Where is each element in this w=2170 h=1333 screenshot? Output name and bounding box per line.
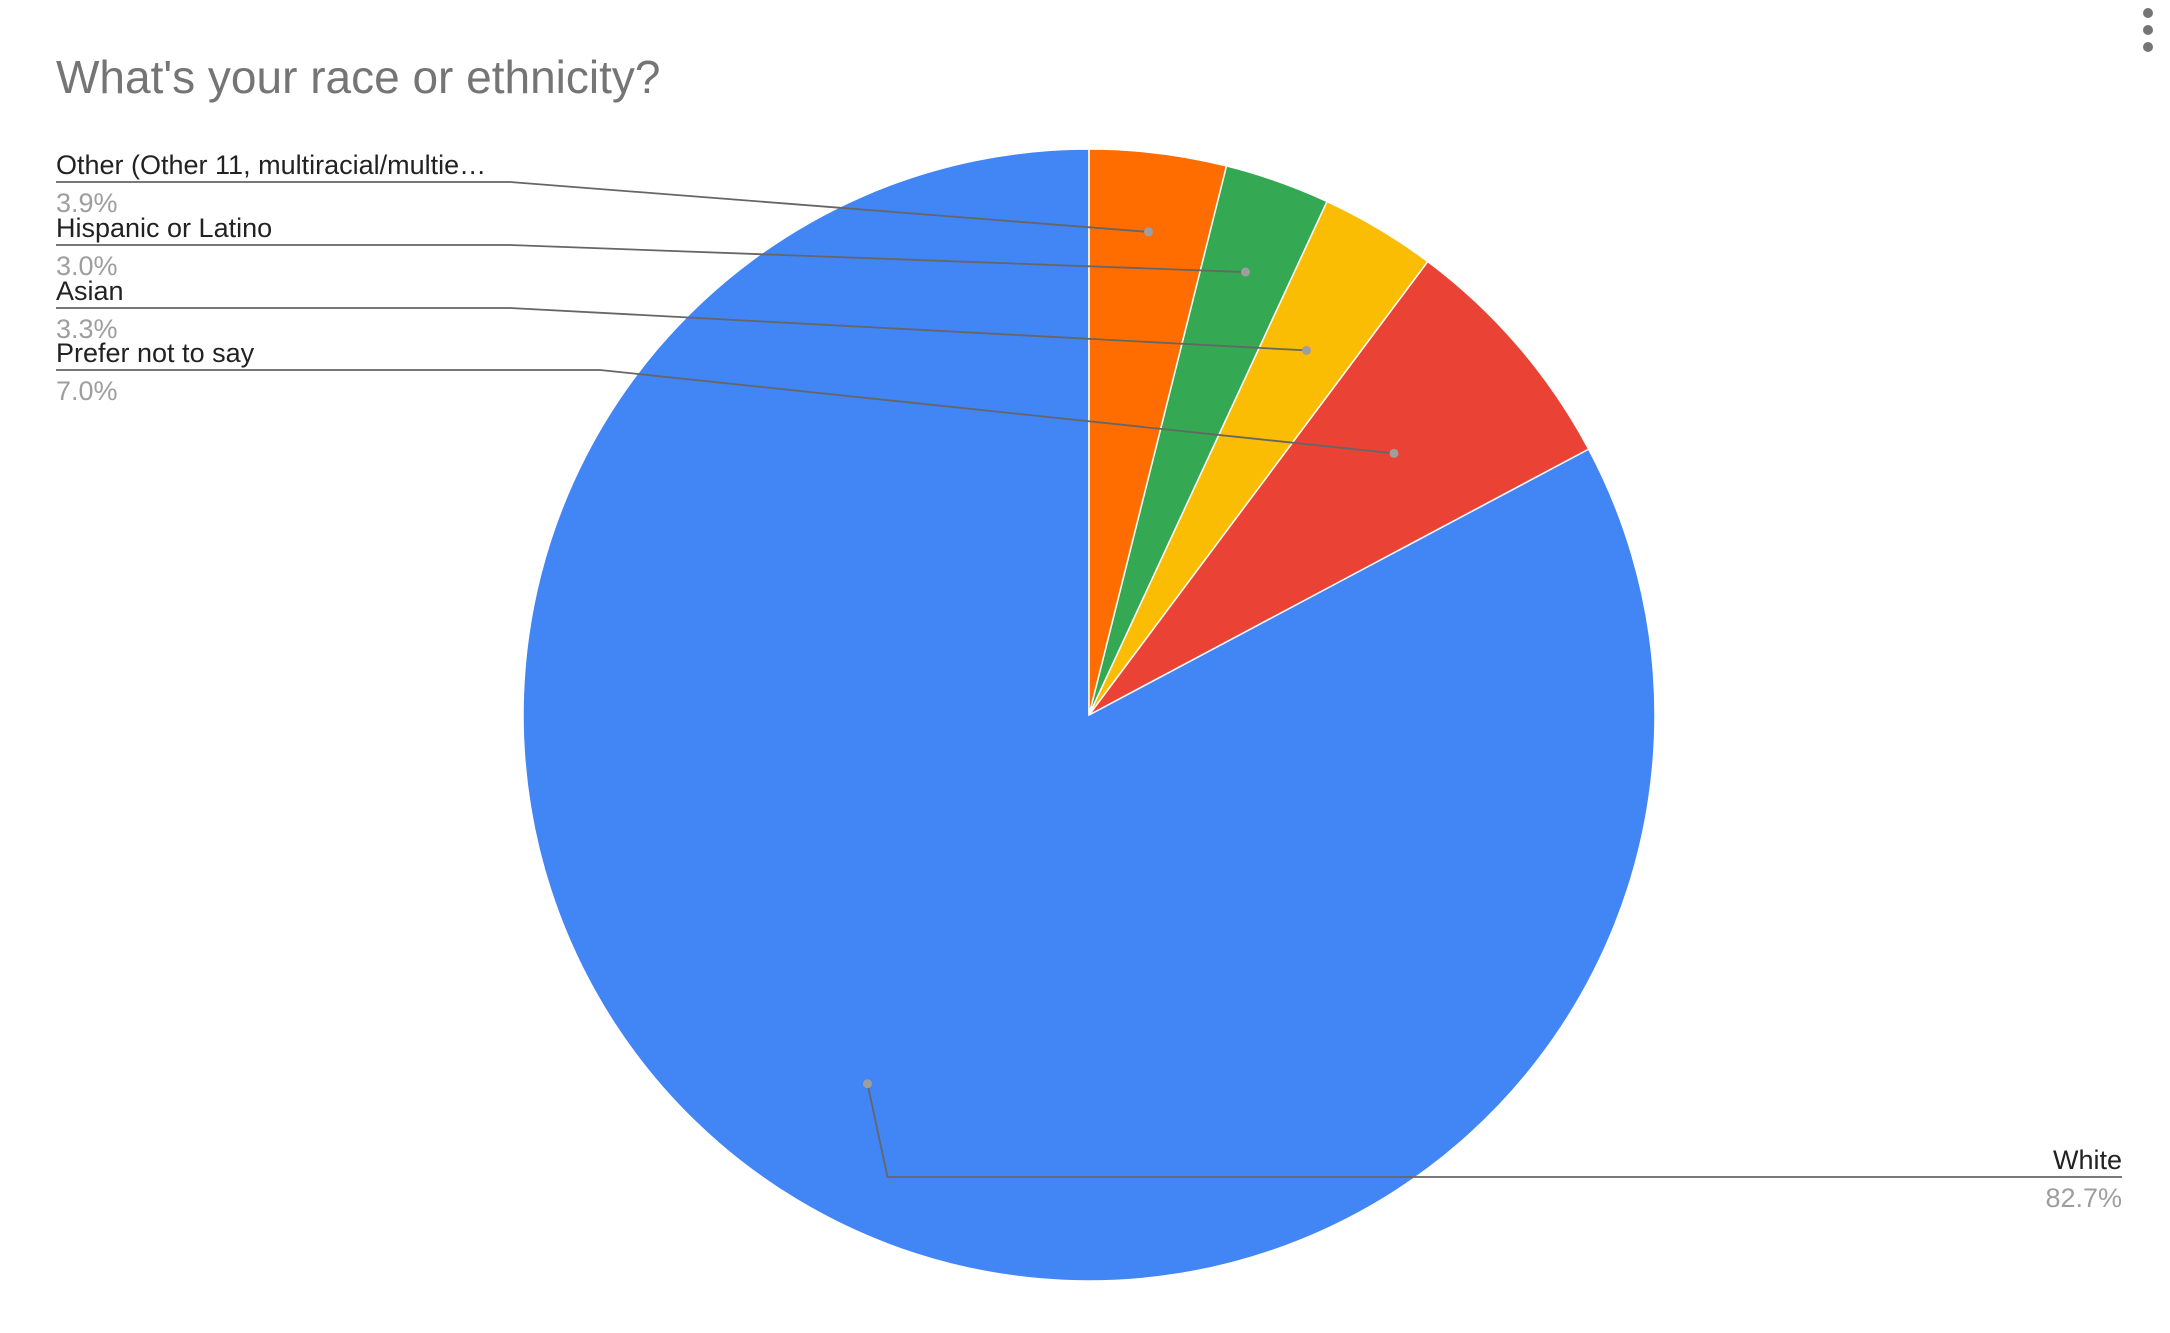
pie-slice xyxy=(1088,148,1228,716)
slice-label: Other (Other 11, multiracial/multie… xyxy=(56,150,486,180)
slice-label: Prefer not to say xyxy=(56,338,255,368)
more-options-icon[interactable] xyxy=(2136,8,2160,52)
leader-dot xyxy=(863,1079,873,1089)
pie-slice xyxy=(1088,260,1590,716)
leader-dot xyxy=(1241,267,1251,277)
menu-dot xyxy=(2143,25,2153,35)
chart-title: What's your race or ethnicity? xyxy=(56,51,661,103)
pie-labels: White 82.7% Prefer not to say 7.0% Asian 3.3%… xyxy=(56,150,2122,1213)
leader-line xyxy=(56,181,1149,233)
leader-dot xyxy=(1301,345,1311,355)
leader-dot xyxy=(1389,448,1399,458)
slice-value-label: 3.0% xyxy=(56,251,118,281)
slice-label: Hispanic or Latino xyxy=(56,213,272,243)
slice-label: White xyxy=(2053,1145,2122,1175)
leader-dot xyxy=(1144,227,1154,237)
slice-value-label: 3.9% xyxy=(56,188,118,218)
pie-slices xyxy=(522,148,1656,1282)
menu-dot xyxy=(2143,42,2153,52)
slice-label: Asian xyxy=(56,276,124,306)
slice-value-label: 3.3% xyxy=(56,314,118,344)
leader-line xyxy=(866,1083,2122,1178)
leader-line xyxy=(56,369,1395,455)
slice-value-label: 7.0% xyxy=(56,376,118,406)
slice-value-label: 82.7% xyxy=(2045,1183,2122,1213)
leader-line xyxy=(56,244,1246,273)
menu-dot xyxy=(2143,8,2153,18)
leader-line xyxy=(56,307,1307,352)
